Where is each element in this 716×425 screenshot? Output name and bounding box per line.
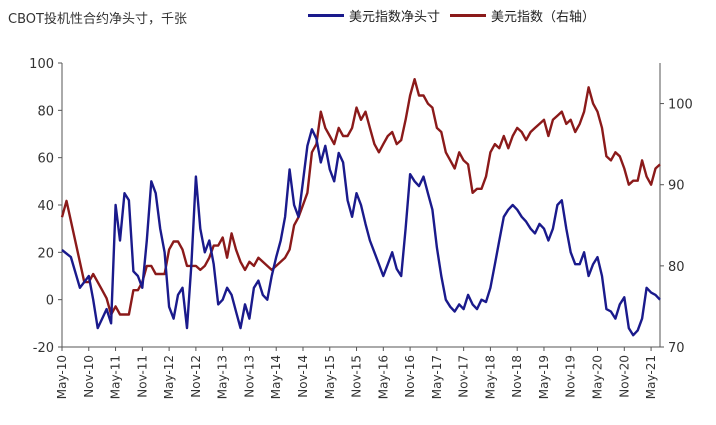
right-y-tick-label: 90 (668, 179, 685, 194)
legend-item-right-series: 美元指数（右轴） (450, 6, 595, 25)
left-y-tick-label: -20 (33, 341, 54, 356)
x-tick-label: May-14 (269, 355, 283, 399)
x-tick-label: May-11 (109, 355, 123, 399)
left-y-tick-label: 20 (37, 246, 54, 261)
unit-label: CBOT投机性合约净头寸，千张 (8, 12, 187, 27)
x-tick-label: Nov-12 (189, 355, 203, 398)
left-y-tick-label: 40 (37, 199, 54, 214)
legend-swatch-left-series (308, 14, 344, 17)
left-y-tick-label: 60 (37, 152, 54, 167)
x-tick-label: May-17 (430, 355, 444, 399)
x-tick-label: May-20 (591, 355, 605, 399)
series-line-net-position (61, 128, 661, 337)
x-tick-label: May-16 (376, 355, 390, 399)
x-tick-label: May-18 (483, 355, 497, 399)
x-tick-label: May-15 (323, 355, 337, 399)
x-tick-label: Nov-16 (403, 355, 417, 398)
x-tick-label: Nov-20 (617, 355, 631, 398)
x-tick-label: Nov-15 (350, 355, 364, 398)
legend: 美元指数净头寸 美元指数（右轴） (308, 6, 605, 25)
x-tick-label: Nov-19 (564, 355, 578, 398)
x-tick-label: Nov-14 (296, 355, 310, 398)
left-y-tick-label: 100 (29, 57, 54, 72)
legend-label-left-series: 美元指数净头寸 (349, 10, 441, 25)
x-tick-label: Nov-11 (135, 355, 149, 398)
left-y-tick-label: 80 (37, 104, 54, 119)
legend-label-right-series: 美元指数（右轴） (491, 10, 596, 25)
x-tick-label: May-19 (537, 355, 551, 399)
legend-item-left-series: 美元指数净头寸 (308, 6, 440, 25)
x-tick-label: May-10 (55, 355, 69, 399)
right-y-tick-label: 80 (668, 260, 685, 275)
left-y-tick-label: 0 (46, 294, 54, 309)
x-tick-label: May-13 (216, 355, 230, 399)
x-tick-label: May-12 (162, 355, 176, 399)
x-tick-label: Nov-18 (510, 355, 524, 398)
x-tick-label: Nov-17 (457, 355, 471, 398)
x-tick-label: May-21 (644, 355, 658, 399)
series-line-dollar-index (60, 78, 661, 316)
x-tick-label: Nov-13 (242, 355, 256, 398)
right-y-tick-label: 100 (668, 98, 693, 113)
right-y-tick-label: 70 (668, 341, 685, 356)
x-tick-label: Nov-10 (82, 355, 96, 398)
legend-swatch-right-series (450, 14, 487, 17)
